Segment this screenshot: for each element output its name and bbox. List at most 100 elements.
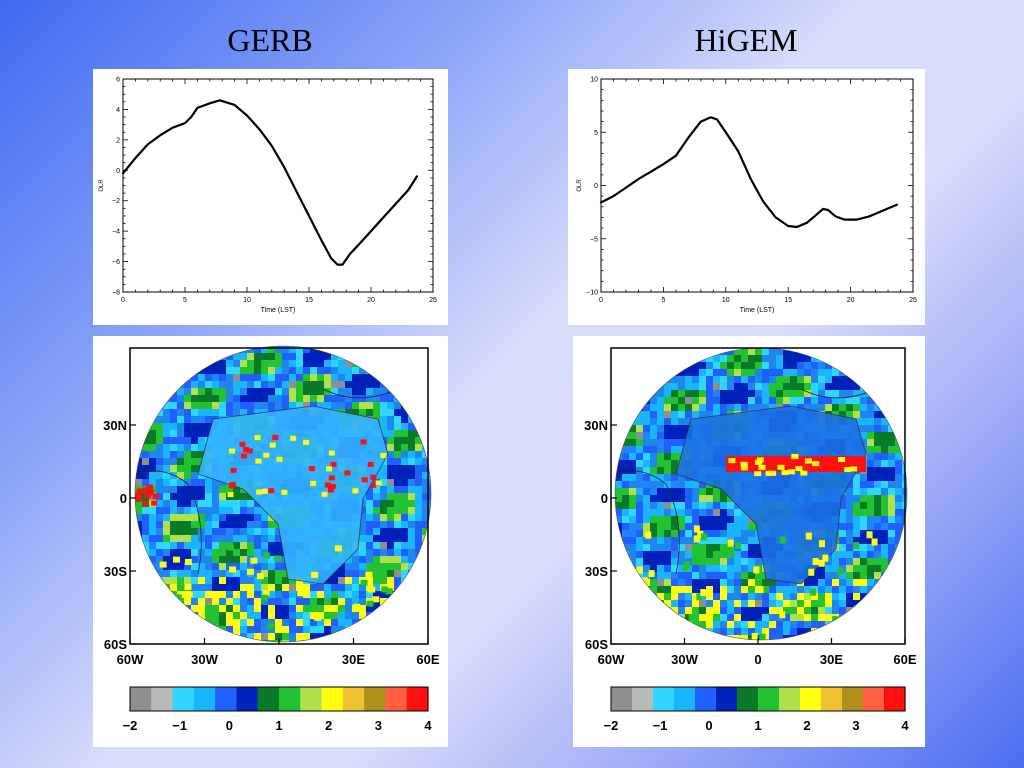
hot-spot: [740, 461, 748, 467]
colorbar-cell: [257, 687, 269, 711]
cloud-patch: [353, 603, 361, 610]
cloud-patch: [757, 585, 764, 593]
x-tick-label: 15: [784, 297, 792, 304]
series-line: [599, 116, 898, 229]
hot-spot: [135, 496, 142, 502]
hot-spot: [777, 464, 785, 470]
colorbar-tick-label: −2: [123, 718, 138, 733]
cloud-patch: [392, 592, 400, 599]
cloud-patch: [759, 633, 766, 640]
colorbar-cell: [663, 687, 675, 711]
colorbar-cell: [353, 687, 365, 711]
x-tick-label: 0: [599, 297, 603, 304]
colorbar-cell: [161, 687, 174, 711]
hot-spot: [329, 484, 336, 490]
hot-spot: [263, 452, 270, 458]
hot-spot: [239, 441, 246, 447]
cloud-patch: [868, 593, 875, 601]
x-axis-label: Time (LST): [261, 307, 296, 314]
cloud-patch: [166, 613, 174, 620]
colorbar-cell: [417, 687, 429, 711]
hot-spot: [361, 477, 368, 483]
higem-line-chart: 0 5 10 15 20 25 −10 −5 0 5 10 Time (LST) OLR: [568, 69, 925, 325]
lon-label: 0: [275, 652, 282, 667]
colorbar-cell: [396, 687, 408, 711]
colorbar-tick-label: 0: [226, 718, 233, 733]
cloud-patch: [779, 536, 786, 544]
colorbar-cell: [151, 687, 163, 711]
colorbar-cell: [674, 687, 686, 711]
colorbar-tick-label: 3: [852, 718, 859, 733]
colorbar-cell: [140, 687, 152, 711]
hot-spot: [308, 466, 315, 472]
colorbar-cell: [737, 687, 749, 711]
cloud-patch: [693, 525, 700, 533]
hot-spot: [142, 501, 149, 507]
hot-spot: [290, 435, 297, 441]
hot-spot: [758, 464, 766, 470]
hot-spot: [787, 469, 795, 475]
cloud-patch: [805, 532, 812, 540]
cloud-patch: [871, 538, 878, 546]
gerb-line-chart-svg: 0 5 10 15 20 25 −8 −6 −4 −2 0 2 4 6 Time (LST) OLR: [99, 77, 437, 315]
lon-label: 60W: [117, 652, 144, 667]
lat-label: 60S: [104, 637, 127, 652]
colorbar-cell: [621, 687, 633, 711]
hot-spot: [326, 466, 333, 472]
hot-spot: [227, 492, 234, 498]
hot-spot: [360, 439, 367, 445]
cloud-patch: [645, 531, 652, 539]
hot-spot: [370, 474, 377, 480]
hot-spot: [804, 458, 812, 464]
hot-spot: [272, 434, 279, 440]
hot-spot: [151, 500, 158, 506]
cloud-patch: [372, 596, 380, 603]
colorbar-cell: [193, 687, 206, 711]
cloud-patch: [226, 544, 234, 551]
colorbar-cell: [342, 687, 355, 711]
cloud-patch: [818, 559, 825, 567]
hot-spot: [844, 466, 852, 472]
colorbar-cell: [289, 687, 301, 711]
y-tick-label: −2: [112, 198, 120, 205]
colorbar-tick-label: −1: [172, 718, 187, 733]
cloud-patch: [172, 556, 180, 563]
hot-spot: [380, 452, 387, 458]
hot-spot: [800, 470, 808, 476]
hot-spot: [754, 471, 762, 477]
lat-label: 30S: [585, 564, 608, 579]
colorbar-cell: [172, 687, 184, 711]
hot-spot: [850, 466, 858, 472]
lat-label: 0: [601, 491, 608, 506]
colorbar-tick-label: 0: [705, 718, 712, 733]
disk-edge: [134, 345, 432, 643]
cloud-patch: [700, 589, 707, 597]
x-tick-label: 20: [367, 297, 375, 304]
colorbar-cell: [130, 687, 142, 711]
hot-spot: [370, 482, 377, 488]
colorbar-cell: [852, 687, 864, 711]
hot-spot: [328, 475, 335, 481]
africa-region: [675, 405, 867, 585]
hot-spot: [352, 488, 359, 494]
colorbar-cell: [863, 687, 875, 711]
colorbar-cell: [236, 687, 248, 711]
colorbar-cell: [310, 687, 323, 711]
plot-frame: [122, 78, 434, 293]
cloud-patch: [812, 558, 819, 566]
colorbar-cell: [716, 687, 728, 711]
colorbar-cell: [726, 687, 738, 711]
hot-spot: [769, 470, 777, 476]
cloud-patch: [734, 542, 741, 550]
hot-spot: [255, 458, 262, 464]
hot-spot: [838, 457, 846, 463]
hot-spot: [229, 448, 236, 454]
cloud-patch: [808, 568, 815, 576]
colorbar-cell: [695, 687, 707, 711]
colorbar-cell: [800, 687, 812, 711]
y-tick-label: −8: [112, 290, 120, 297]
y-axis-label: OLR: [577, 179, 583, 192]
hot-spot: [328, 450, 335, 456]
x-tick-label: 20: [847, 297, 855, 304]
